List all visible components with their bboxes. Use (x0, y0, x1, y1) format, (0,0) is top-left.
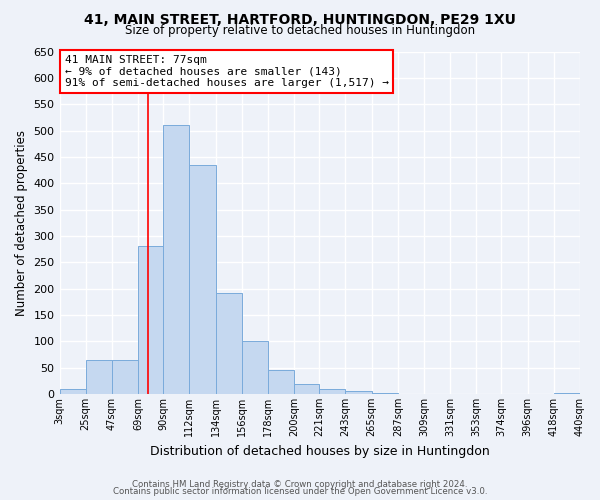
Bar (319, 388, 346, 394)
Text: Size of property relative to detached houses in Huntingdon: Size of property relative to detached ho… (125, 24, 475, 37)
Bar (242, 342, 268, 394)
Y-axis label: Number of detached properties: Number of detached properties (15, 130, 28, 316)
Bar (163, 126, 190, 394)
Text: 41 MAIN STREET: 77sqm
← 9% of detached houses are smaller (143)
91% of semi-deta: 41 MAIN STREET: 77sqm ← 9% of detached h… (65, 55, 389, 88)
Bar (190, 165, 215, 394)
Bar (215, 293, 242, 394)
Text: 41, MAIN STREET, HARTFORD, HUNTINGDON, PE29 1XU: 41, MAIN STREET, HARTFORD, HUNTINGDON, P… (84, 12, 516, 26)
Bar (554, 393, 580, 394)
Bar (268, 370, 294, 394)
Bar (294, 384, 319, 394)
X-axis label: Distribution of detached houses by size in Huntingdon: Distribution of detached houses by size … (150, 444, 490, 458)
Bar (112, 360, 138, 394)
Bar (86, 360, 112, 394)
Bar (346, 392, 371, 394)
Text: Contains public sector information licensed under the Open Government Licence v3: Contains public sector information licen… (113, 487, 487, 496)
Bar (138, 246, 163, 394)
Bar (59, 388, 86, 394)
Text: Contains HM Land Registry data © Crown copyright and database right 2024.: Contains HM Land Registry data © Crown c… (132, 480, 468, 489)
Bar (371, 393, 398, 394)
